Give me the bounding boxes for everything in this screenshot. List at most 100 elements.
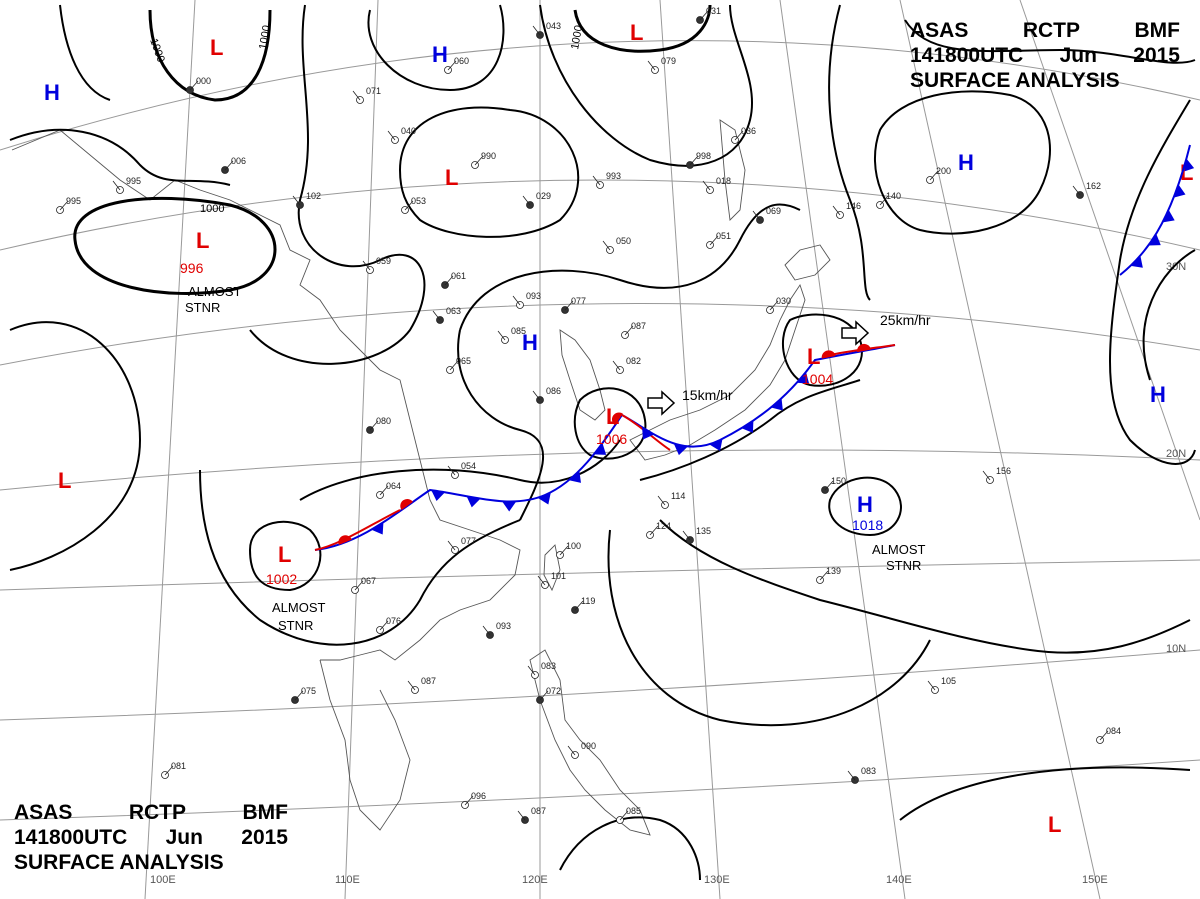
station-pressure: 064 [386, 481, 401, 491]
station-pressure: 080 [376, 416, 391, 426]
station-pressure: 075 [301, 686, 316, 696]
cold-front-triangle [709, 438, 723, 451]
wind-barb [497, 330, 506, 341]
isobar [874, 90, 1051, 235]
station-pressure: 018 [716, 176, 731, 186]
header-agency: ASAS [14, 801, 73, 824]
station-pressure: 124 [656, 521, 671, 531]
station-pressure: 146 [846, 201, 861, 211]
wind-barb [59, 200, 69, 211]
station-pressure: 060 [454, 56, 469, 66]
korea-coast [559, 329, 606, 421]
low-center: L [210, 35, 223, 60]
wind-barb [512, 295, 521, 306]
wind-barb [224, 160, 234, 171]
cold-front-triangle [673, 443, 688, 456]
latitude-line [0, 449, 1200, 491]
latitude-line [0, 759, 1200, 821]
lat-label: 10N [1166, 643, 1186, 655]
cold-front-triangle [796, 371, 810, 384]
cold-front-east [1119, 144, 1191, 276]
latitude-line [0, 649, 1200, 721]
high-pressure-value: 1018 [852, 517, 883, 533]
china-coast [11, 129, 521, 661]
station-pressure: 085 [626, 806, 641, 816]
cold-front-triangle [537, 492, 551, 505]
wind-barb [564, 300, 574, 311]
header-year: 2015 [1133, 44, 1180, 67]
motion-vectors: 15km/hr 25km/hr [647, 312, 931, 416]
wind-barb [927, 680, 936, 691]
low-pressure-value: 1004 [802, 371, 833, 387]
isobar [59, 4, 111, 101]
almost-stationary-note: STNR [185, 300, 220, 315]
wind-barb [447, 60, 457, 71]
wind-barb [647, 60, 656, 71]
station-pressure: 995 [126, 176, 141, 186]
low-center: L [807, 344, 820, 369]
wind-barb [559, 545, 569, 556]
isobar [199, 469, 521, 646]
station-pressure: 998 [696, 151, 711, 161]
station-pressure: 135 [696, 526, 711, 536]
cold-front-triangle [1173, 184, 1186, 198]
chart-header-top-right: ASAS RCTP BMF 141800UTC Jun 2015 SURFACE ANA… [910, 18, 1180, 93]
station-pressure: 105 [941, 676, 956, 686]
station-pressure: 083 [861, 766, 876, 776]
station-pressure: 093 [496, 621, 511, 631]
wind-barb [292, 195, 301, 206]
almost-stationary-note: ALMOST [872, 542, 926, 557]
wind-barb [699, 10, 709, 21]
header-year: 2015 [241, 826, 288, 849]
isobar [1109, 99, 1196, 465]
wind-barb [832, 205, 841, 216]
motion-speed: 15km/hr [682, 387, 733, 403]
station-pressure: 150 [831, 476, 846, 486]
wind-barb [432, 310, 441, 321]
station-pressure: 087 [421, 676, 436, 686]
wind-barb [379, 620, 389, 631]
station-pressure: 084 [1106, 726, 1121, 736]
latitude-line [0, 559, 1200, 591]
isobar [459, 203, 801, 331]
stationary-front [314, 344, 896, 551]
front-symbols [338, 158, 1195, 545]
station-pressure: 079 [661, 56, 676, 66]
motion-arrow-icon [647, 390, 676, 416]
longitude-line [344, 0, 379, 899]
station-pressure: 119 [581, 596, 595, 606]
header-center: RCTP [1022, 19, 1081, 42]
station-pressure: 087 [531, 806, 546, 816]
wind-barb [879, 195, 889, 206]
sakhalin-coast [719, 119, 746, 221]
station-pressure: 059 [376, 256, 391, 266]
header-center: RCTP [128, 801, 187, 824]
wind-barb [702, 180, 711, 191]
grid-labels: 110E 120E 130E 140E 150E 100E 30N 20N 10… [150, 261, 1186, 886]
wind-barb [612, 360, 621, 371]
wind-barb [602, 240, 611, 251]
station-pressure: 162 [1086, 181, 1101, 191]
wind-barb [369, 420, 379, 431]
station-pressure: 067 [361, 576, 376, 586]
wind-barb [982, 470, 991, 481]
station-pressure: 083 [541, 661, 556, 671]
station-pressure: 990 [481, 151, 496, 161]
station-pressure: 100 [566, 541, 581, 551]
isobar [398, 106, 580, 238]
longitude-line [1019, 0, 1200, 521]
station-pressure: 087 [631, 321, 646, 331]
hokkaido-coast [784, 244, 831, 281]
station-pressure: 140 [886, 191, 901, 201]
isobar [457, 329, 545, 521]
longitude-line [144, 0, 196, 899]
wind-barb [404, 200, 414, 211]
wind-barb [447, 465, 456, 476]
low-center: L [630, 20, 643, 45]
wind-barb [449, 360, 459, 371]
wind-barb [532, 25, 541, 36]
isobar [781, 313, 863, 387]
header-code: BMF [1134, 19, 1181, 42]
wind-barb [1099, 730, 1109, 741]
